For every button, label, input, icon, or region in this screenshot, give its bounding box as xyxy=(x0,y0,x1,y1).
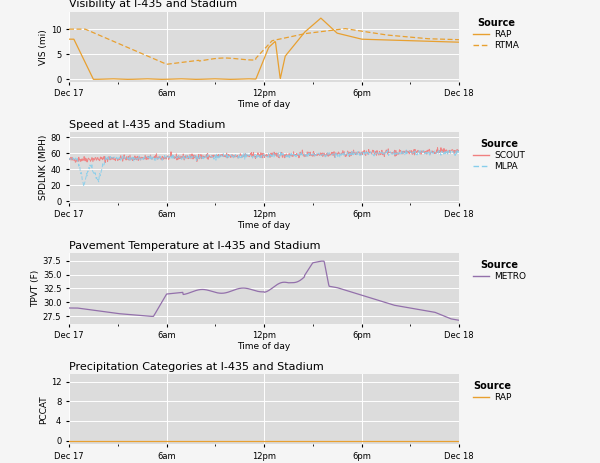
X-axis label: Time of day: Time of day xyxy=(238,100,290,109)
Text: Speed at I-435 and Stadium: Speed at I-435 and Stadium xyxy=(69,120,226,130)
Text: Visibility at I-435 and Stadium: Visibility at I-435 and Stadium xyxy=(69,0,237,9)
Text: Pavement Temperature at I-435 and Stadium: Pavement Temperature at I-435 and Stadiu… xyxy=(69,241,320,251)
Legend: RAP, RTMA: RAP, RTMA xyxy=(472,16,521,52)
Legend: RAP: RAP xyxy=(472,379,513,404)
X-axis label: Time of day: Time of day xyxy=(238,221,290,230)
Y-axis label: PCCAT: PCCAT xyxy=(39,395,48,424)
Text: Precipitation Categories at I-435 and Stadium: Precipitation Categories at I-435 and St… xyxy=(69,362,324,372)
Y-axis label: TPVT (F): TPVT (F) xyxy=(31,270,40,307)
Y-axis label: SPDLNK (MPH): SPDLNK (MPH) xyxy=(39,135,48,200)
Legend: METRO: METRO xyxy=(472,258,527,283)
Legend: SCOUT, MLPA: SCOUT, MLPA xyxy=(472,137,527,173)
X-axis label: Time of day: Time of day xyxy=(238,342,290,350)
Y-axis label: VIS (mi): VIS (mi) xyxy=(39,29,48,64)
